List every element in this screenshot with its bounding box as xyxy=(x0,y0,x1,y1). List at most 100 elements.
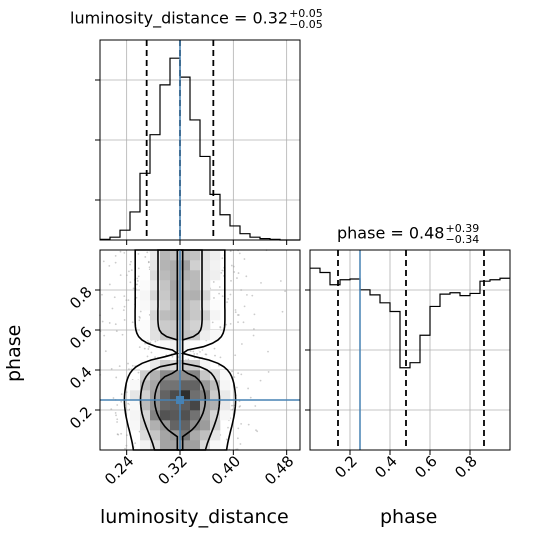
joint-density-cell xyxy=(180,370,191,381)
joint-scatter-point xyxy=(252,334,255,337)
joint-density-cell xyxy=(190,290,201,301)
joint-density-cell xyxy=(130,420,141,431)
joint-scatter-point xyxy=(108,322,111,324)
joint-density-cell xyxy=(200,380,211,391)
joint-scatter-point xyxy=(114,254,117,257)
joint-scatter-point xyxy=(121,333,124,336)
joint-scatter-point xyxy=(196,353,199,355)
joint-density-cell xyxy=(140,330,151,341)
joint-density-cell xyxy=(220,400,231,411)
joint-scatter-point xyxy=(233,376,236,379)
joint-scatter-point xyxy=(234,311,237,314)
joint-scatter-point xyxy=(114,412,117,414)
joint-density-cell xyxy=(200,420,211,431)
joint-scatter-point xyxy=(219,356,222,359)
joint-scatter-point xyxy=(125,274,128,277)
joint-scatter-point xyxy=(284,290,287,293)
joint-scatter-point xyxy=(108,264,111,267)
joint-scatter-point xyxy=(112,397,115,399)
joint-density-cell xyxy=(220,380,231,391)
joint-density-cell xyxy=(190,300,201,311)
joint-scatter-point xyxy=(131,364,134,367)
joint-scatter-point xyxy=(236,314,239,316)
joint-ytick-label: 0.4 xyxy=(66,363,96,393)
joint-scatter-point xyxy=(199,350,201,353)
joint-density-cell xyxy=(130,400,141,411)
joint-density-cell xyxy=(200,410,211,421)
joint-scatter-point xyxy=(111,307,114,310)
joint-density-cell xyxy=(140,380,151,391)
joint-density-cell xyxy=(160,390,171,401)
joint-scatter-point xyxy=(147,348,150,350)
luminosity-distance-title-plus: +0.05 xyxy=(289,7,323,20)
ld-histogram xyxy=(100,57,300,241)
joint-scatter-point xyxy=(137,252,140,255)
joint-scatter-point xyxy=(267,371,270,373)
joint-density-cell xyxy=(150,410,161,421)
joint-scatter-point xyxy=(122,309,125,312)
joint-density-cell xyxy=(180,390,191,401)
joint-xtick-label: 0.24 xyxy=(101,452,137,488)
joint-density-cell xyxy=(160,440,171,451)
joint-density-cell xyxy=(150,280,161,291)
joint-scatter-point xyxy=(115,330,118,333)
joint-density-cell xyxy=(170,330,181,341)
joint-scatter-point xyxy=(238,252,241,255)
joint-density-cell xyxy=(210,300,221,311)
joint-scatter-point xyxy=(125,299,128,302)
joint-scatter-point xyxy=(137,371,140,374)
joint-scatter-point xyxy=(124,447,126,450)
joint-density-cell xyxy=(150,420,161,431)
joint-scatter-point xyxy=(240,289,243,291)
joint-scatter-point xyxy=(218,292,220,295)
joint-density-cell xyxy=(210,260,221,271)
joint-density-cell xyxy=(150,440,161,451)
joint-scatter-point xyxy=(103,334,106,337)
joint-density-cell xyxy=(140,390,151,401)
joint-density-cell xyxy=(160,320,171,331)
joint-scatter-point xyxy=(227,298,230,300)
joint-scatter-point xyxy=(255,429,257,432)
joint-scatter-point xyxy=(120,432,123,435)
joint-scatter-point xyxy=(231,404,233,407)
joint-density-cell xyxy=(140,290,151,301)
joint-density-cell xyxy=(200,310,211,321)
joint-scatter-point xyxy=(154,340,157,343)
joint-scatter-point xyxy=(256,430,259,433)
joint-scatter-point xyxy=(148,345,151,348)
joint-density-cell xyxy=(200,260,211,271)
joint-scatter-point xyxy=(114,323,117,326)
joint-scatter-point xyxy=(251,294,254,297)
joint-scatter-point xyxy=(150,351,153,354)
joint-density-cell xyxy=(150,290,161,301)
joint-frame xyxy=(99,249,301,451)
luminosity-distance-histogram-panel xyxy=(95,39,301,245)
joint-density-cell xyxy=(130,390,141,401)
joint-scatter-point xyxy=(146,251,149,254)
joint-density-cell xyxy=(150,250,161,261)
joint-density-cell xyxy=(170,380,181,391)
joint-scatter-point xyxy=(231,408,234,411)
joint-scatter-point xyxy=(218,286,221,288)
joint-scatter-point xyxy=(231,370,234,373)
joint-density-cell xyxy=(200,360,211,371)
joint-truth-marker xyxy=(176,396,184,404)
joint-density-cell xyxy=(170,250,181,261)
joint-density-cell xyxy=(160,430,171,441)
joint-scatter-point xyxy=(240,343,243,345)
joint-scatter-point xyxy=(113,296,116,299)
joint-scatter-point xyxy=(267,350,269,353)
phase-title-errors: +0.39 −0.34 xyxy=(445,223,479,245)
joint-scatter-point xyxy=(154,356,156,359)
joint-density-cell xyxy=(200,300,211,311)
joint-scatter-point xyxy=(127,299,130,302)
joint-density-cell xyxy=(180,400,191,411)
joint-scatter-point xyxy=(220,272,223,274)
joint-density-cell xyxy=(170,410,181,421)
joint-density-cell xyxy=(190,370,201,381)
joint-scatter-point xyxy=(129,263,131,266)
joint-scatter-point xyxy=(119,274,122,277)
joint-density-cell xyxy=(170,440,181,451)
joint-density-cell xyxy=(210,430,221,441)
joint-density-cell xyxy=(220,390,231,401)
